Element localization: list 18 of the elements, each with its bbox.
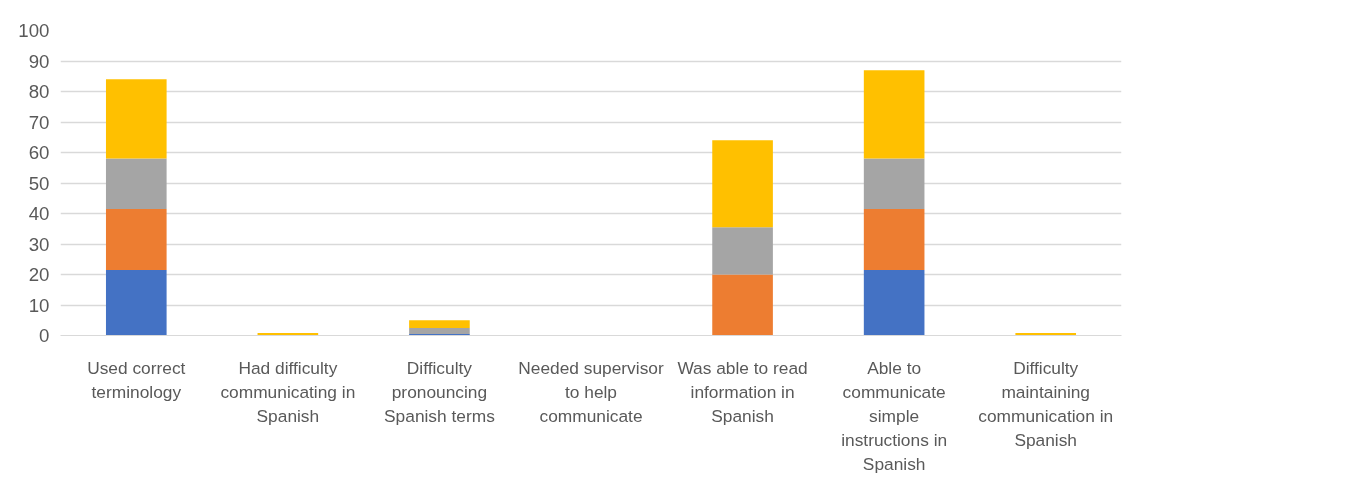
- y-tick-label: 90: [28, 50, 50, 72]
- x-tick-label: Needed supervisor to help communicate: [518, 357, 664, 426]
- y-tick-label: 30: [28, 233, 50, 255]
- y-tick-label: 10: [28, 294, 50, 316]
- x-tick-label: Difficulty pronouncing Spanish terms: [384, 357, 496, 426]
- x-tick-label: Difficulty maintaining communication in Spanish: [978, 357, 1114, 450]
- x-tick-label: Used correct terminology: [87, 357, 186, 402]
- y-tick-label: 50: [28, 172, 50, 194]
- y-tick-label: 70: [28, 111, 50, 133]
- y-tick-label: 20: [28, 264, 50, 285]
- x-tick-label: Was able to read information in Spanish: [677, 357, 808, 426]
- y-tick-label: 100: [18, 20, 50, 41]
- x-tick-label: Had difficulty communicating in Spanish: [220, 357, 356, 426]
- y-tick-label: 0: [39, 325, 50, 346]
- y-tick-label: 40: [28, 203, 50, 224]
- x-tick-label: Able to communicate simple instructions in Spanish: [841, 357, 948, 474]
- y-tick-label: 60: [28, 142, 50, 163]
- y-tick-label: 80: [28, 81, 50, 102]
